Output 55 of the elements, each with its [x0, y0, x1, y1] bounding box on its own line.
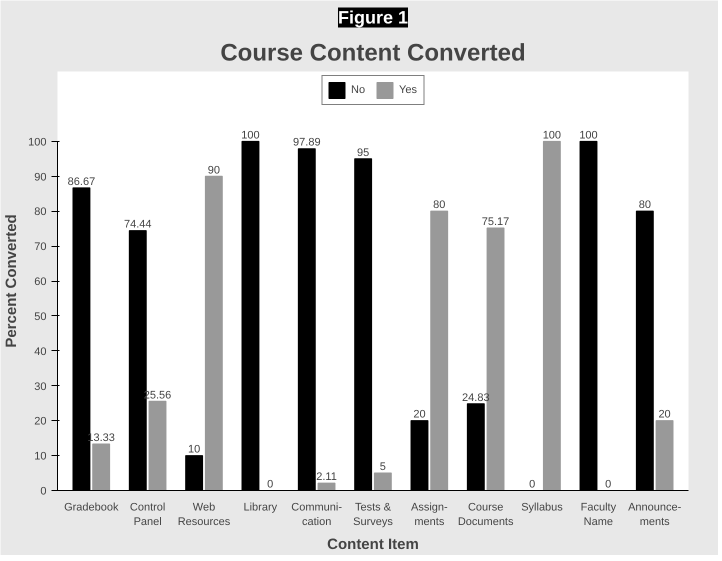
- x-tick-label: Announce- ments: [628, 502, 682, 528]
- data-label: 100: [542, 129, 562, 142]
- chart-subtitle: Course Content Converted: [220, 40, 526, 66]
- y-tick-label: 100: [28, 136, 47, 148]
- x-tick-label: Library: [244, 502, 278, 514]
- data-label: 95: [357, 146, 370, 159]
- legend-label: Yes: [399, 84, 418, 96]
- y-tick-label: 90: [34, 171, 47, 184]
- bar: [148, 400, 166, 490]
- data-label: 86.67: [68, 176, 96, 188]
- x-tick-label: Communi- cation: [291, 502, 342, 528]
- y-tick-label: 40: [34, 346, 47, 358]
- data-label: 0: [605, 478, 612, 490]
- chart-title: Figure 1: [338, 8, 408, 28]
- data-label: 20: [413, 408, 426, 421]
- y-tick-label: 70: [34, 241, 47, 254]
- bar: [318, 482, 336, 490]
- x-tick-label: Course Documents: [458, 502, 514, 528]
- y-tick-label: 30: [34, 380, 47, 393]
- x-tick-label: Control Panel: [130, 502, 166, 528]
- y-tick-label: 60: [34, 276, 47, 288]
- y-tick-label: 50: [34, 310, 47, 323]
- data-label: 75.17: [482, 216, 510, 228]
- bar: [204, 176, 223, 490]
- y-tick-label: 10: [34, 450, 47, 463]
- y-axis-title: Percent Converted: [3, 214, 20, 348]
- bar: [542, 140, 561, 490]
- data-label: 5: [380, 461, 386, 474]
- data-label: 80: [433, 199, 446, 212]
- data-label: 10: [188, 444, 200, 456]
- data-label: 100: [579, 129, 598, 142]
- y-tick-label: 0: [40, 486, 47, 498]
- bar: [656, 420, 674, 490]
- bar: [374, 472, 392, 490]
- data-label: 2.11: [316, 471, 337, 484]
- data-label: 97.89: [293, 136, 321, 149]
- data-label: 0: [529, 478, 536, 490]
- bar: [430, 210, 448, 490]
- x-tick-label: Faculty Name: [580, 502, 617, 528]
- x-tick-label: Syllabus: [521, 502, 564, 514]
- data-label: 100: [241, 129, 260, 142]
- data-label: 20: [658, 408, 671, 421]
- data-label: 74.44: [124, 218, 152, 231]
- x-tick-label: Tests & Surveys: [353, 502, 394, 528]
- x-tick-label: Web Resources: [178, 502, 231, 528]
- x-tick-label: Gradebook: [64, 502, 120, 514]
- data-label: 80: [638, 199, 651, 212]
- y-tick-label: 20: [34, 416, 47, 428]
- y-tick-label: 80: [34, 206, 47, 218]
- legend-label: No: [351, 84, 366, 96]
- x-tick-label: Assign- ments: [411, 502, 448, 528]
- bar: [92, 443, 110, 490]
- data-label: 0: [267, 478, 274, 490]
- data-label: 90: [208, 164, 220, 176]
- x-axis-title: Content Item: [327, 536, 419, 553]
